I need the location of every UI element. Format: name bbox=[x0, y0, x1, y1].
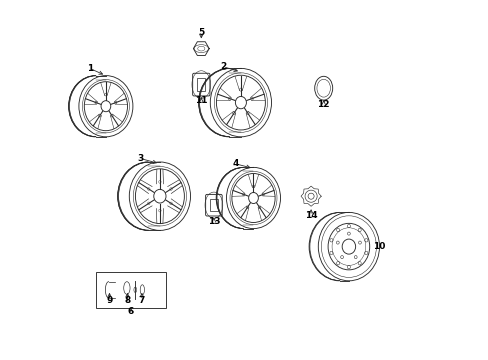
Bar bbox=[96, 272, 166, 308]
Text: 14: 14 bbox=[304, 211, 317, 220]
Text: 6: 6 bbox=[128, 307, 134, 316]
Text: 7: 7 bbox=[139, 296, 145, 305]
Text: 5: 5 bbox=[198, 28, 204, 37]
Text: 13: 13 bbox=[207, 217, 220, 226]
Text: 12: 12 bbox=[317, 100, 329, 109]
Text: 10: 10 bbox=[372, 242, 385, 251]
Text: 8: 8 bbox=[124, 296, 130, 305]
Bar bbox=[210, 199, 217, 211]
Text: 11: 11 bbox=[195, 96, 207, 105]
Text: 4: 4 bbox=[232, 159, 238, 168]
Text: 9: 9 bbox=[106, 296, 112, 305]
Text: 3: 3 bbox=[137, 154, 143, 163]
Text: 2: 2 bbox=[219, 62, 225, 71]
Text: 1: 1 bbox=[86, 64, 93, 73]
Bar bbox=[197, 78, 205, 91]
